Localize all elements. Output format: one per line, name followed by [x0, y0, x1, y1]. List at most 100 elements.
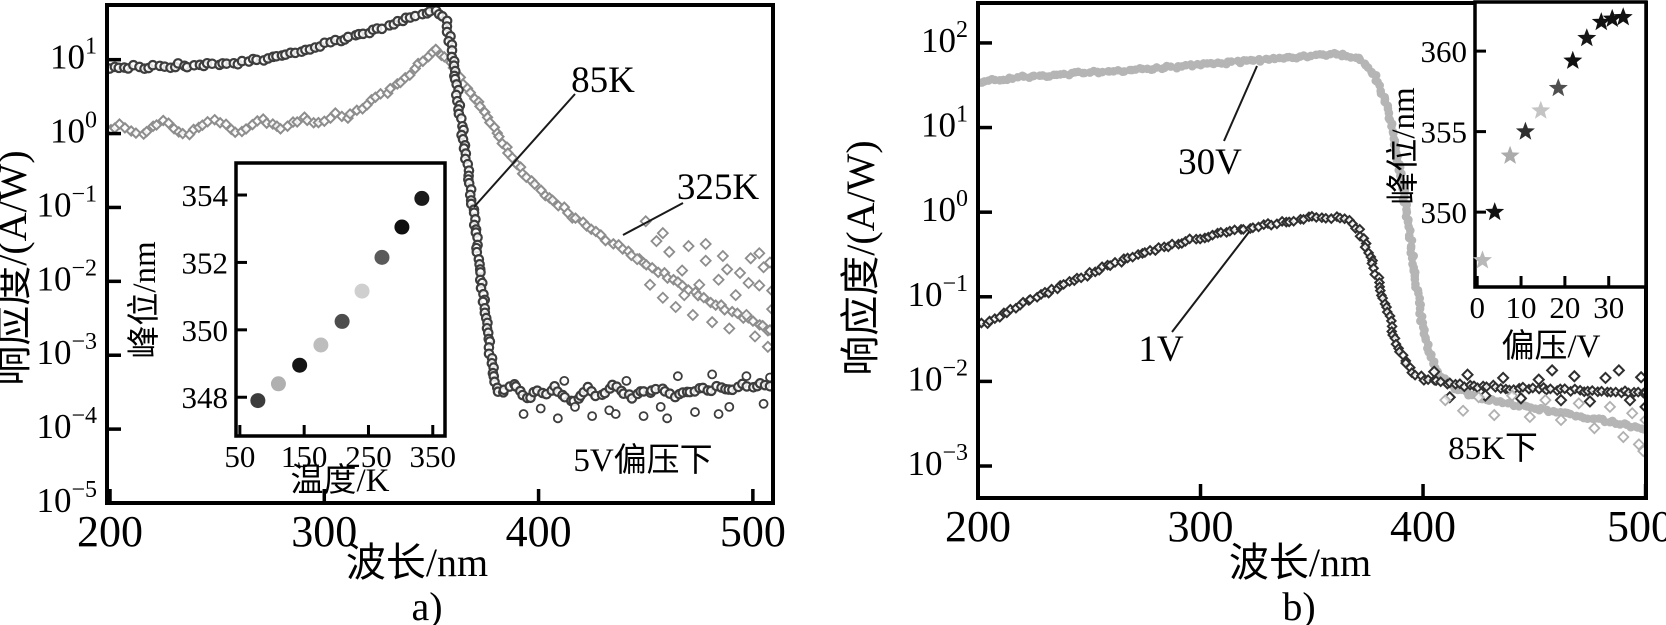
data-marker	[559, 375, 570, 386]
scatter-85K-noise	[518, 369, 773, 424]
inset-y-tick-label: 348	[182, 380, 229, 415]
x-tick-label: 300	[291, 507, 357, 556]
data-marker	[630, 252, 644, 266]
inset-data-point	[1563, 50, 1583, 69]
inset-data-point	[1500, 145, 1520, 164]
panel-b-y-axis-label: 响应度/(A/W)	[838, 140, 883, 376]
scatter-1V-noise	[1427, 363, 1646, 414]
inset-data-point	[1591, 12, 1611, 31]
inset-x-tick-label: 0	[1469, 290, 1485, 325]
y-tick-label: 100	[50, 108, 97, 151]
data-marker	[744, 252, 757, 265]
leader-line	[1171, 231, 1250, 333]
data-marker	[384, 82, 397, 95]
data-marker	[518, 409, 529, 419]
data-marker	[291, 115, 304, 129]
data-marker	[678, 288, 691, 302]
data-marker	[713, 409, 724, 419]
inset-data-point	[250, 393, 266, 409]
annotation-85K下: 85K下	[1448, 431, 1538, 467]
panel-b-inset-y-axis-label: 峰位/nm	[1385, 87, 1422, 205]
data-marker	[643, 278, 657, 291]
inset-frame	[1473, 0, 1648, 289]
data-marker	[1588, 421, 1601, 435]
annotation-325K: 325K	[677, 167, 760, 208]
inset-y-tick-label: 355	[1421, 115, 1468, 150]
panel-a-inset-y-axis-label: 峰位/nm	[126, 241, 163, 359]
inset-data-point	[394, 219, 410, 235]
data-marker	[746, 315, 759, 328]
data-marker	[162, 117, 175, 130]
panel-a-x-axis-label: 波长/nm	[346, 540, 488, 585]
data-marker	[729, 288, 742, 302]
inset-x-tick-label: 250	[345, 439, 392, 474]
data-marker	[672, 371, 683, 382]
data-marker	[662, 413, 673, 424]
inset-x-tick-label: 30	[1593, 290, 1624, 325]
data-marker	[1617, 430, 1630, 444]
inset-data-point	[1577, 28, 1597, 47]
data-marker	[157, 114, 170, 127]
data-marker	[697, 291, 710, 304]
data-marker	[140, 125, 153, 138]
inset-data-point	[414, 190, 430, 206]
leader-line	[473, 93, 576, 208]
data-marker	[569, 212, 582, 225]
x-tick-label: 300	[1168, 502, 1234, 551]
data-marker	[429, 43, 442, 56]
y-tick-label: 100	[921, 186, 968, 229]
inset-y-tick-label: 360	[1421, 34, 1468, 69]
data-marker	[528, 178, 541, 191]
data-marker	[1599, 371, 1612, 385]
series-1V	[978, 210, 1646, 399]
inset-data-point	[1602, 8, 1622, 27]
inset-data-point	[1613, 7, 1633, 26]
inset-x-tick-label: 50	[224, 439, 255, 474]
data-marker	[1567, 369, 1581, 383]
data-marker	[1472, 390, 1485, 404]
data-marker	[118, 121, 131, 134]
panel-b: 200 300 400 50010210110010−110−210−330V1V85…	[907, 0, 1666, 551]
series-30V	[978, 48, 1646, 434]
y-tick-label: 10−1	[36, 181, 97, 224]
inset-y-tick-label: 354	[182, 178, 229, 213]
data-marker	[640, 258, 653, 271]
y-tick-label: 10−3	[907, 440, 968, 483]
inset-data-point	[1515, 121, 1535, 140]
data-marker	[1478, 389, 1492, 402]
inset-x-tick-label: 150	[281, 439, 328, 474]
y-tick-label: 10−2	[36, 255, 97, 298]
data-marker	[1572, 397, 1586, 410]
data-marker	[150, 118, 163, 131]
data-marker	[1625, 407, 1639, 420]
data-marker	[731, 307, 744, 320]
data-marker	[753, 279, 766, 292]
data-marker	[655, 401, 666, 412]
data-marker	[1554, 413, 1568, 427]
leader-line	[622, 202, 684, 236]
x-tick-label: 500	[720, 507, 786, 556]
data-marker	[240, 122, 253, 135]
annotation-1V: 1V	[1138, 329, 1184, 370]
inset-data-point	[313, 337, 329, 353]
data-marker	[621, 375, 632, 386]
data-marker	[610, 409, 621, 419]
data-marker	[1612, 363, 1626, 377]
data-marker	[535, 403, 546, 414]
data-marker	[712, 273, 725, 287]
data-marker	[675, 264, 689, 277]
plot-area-b	[978, 48, 1646, 458]
data-marker	[718, 303, 731, 316]
data-marker	[716, 249, 730, 263]
data-marker	[707, 369, 718, 380]
data-marker	[748, 330, 762, 343]
data-marker	[656, 226, 670, 240]
data-marker	[1456, 404, 1470, 418]
x-tick-label: 500	[1607, 502, 1666, 551]
inset-data-point	[374, 249, 390, 265]
data-marker	[1539, 393, 1552, 407]
data-marker	[733, 266, 747, 280]
scatter-30V-noise	[1439, 389, 1646, 458]
data-marker	[1544, 383, 1557, 395]
